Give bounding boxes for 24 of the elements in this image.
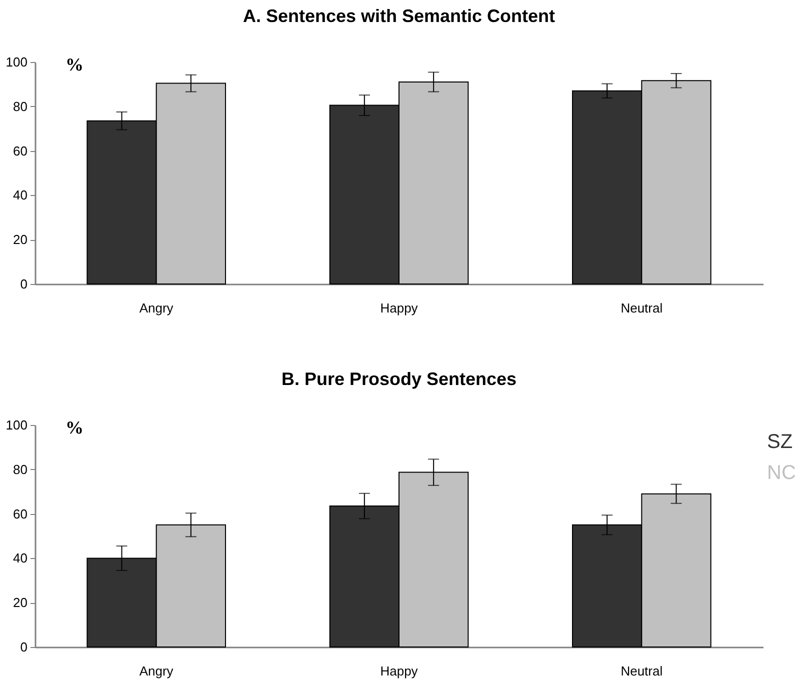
y-tick-label: 80	[13, 462, 28, 477]
y-tick-label: 40	[13, 550, 28, 566]
chart-title: A. Sentences with Semantic Content	[242, 6, 556, 26]
x-tick-label: Neutral	[620, 300, 663, 316]
x-tick-label: Happy	[380, 300, 418, 316]
text: NC	[767, 462, 796, 484]
x-tick-label: Neutral	[620, 664, 663, 678]
y-tick-label: 20	[13, 232, 28, 248]
y-axis-title: %	[66, 418, 84, 438]
text: SZ	[767, 431, 793, 453]
y-tick-label: 20	[13, 595, 28, 610]
y-tick-label: 0	[20, 640, 28, 654]
y-axis-title: %	[66, 54, 84, 74]
x-tick-label: Happy	[380, 664, 418, 678]
x-tick-label: Angry	[139, 664, 174, 678]
x-tick-label: Angry	[139, 300, 174, 316]
y-tick-label: 100	[6, 418, 28, 432]
y-tick-label: 100	[6, 54, 28, 70]
y-tick-label: 80	[13, 98, 28, 114]
y-tick-label: 60	[13, 506, 28, 522]
chart-title: B. Pure Prosody Sentences	[281, 369, 517, 389]
y-tick-label: 40	[13, 188, 28, 203]
y-tick-label: 0	[20, 276, 28, 292]
y-tick-label: 60	[13, 143, 28, 158]
